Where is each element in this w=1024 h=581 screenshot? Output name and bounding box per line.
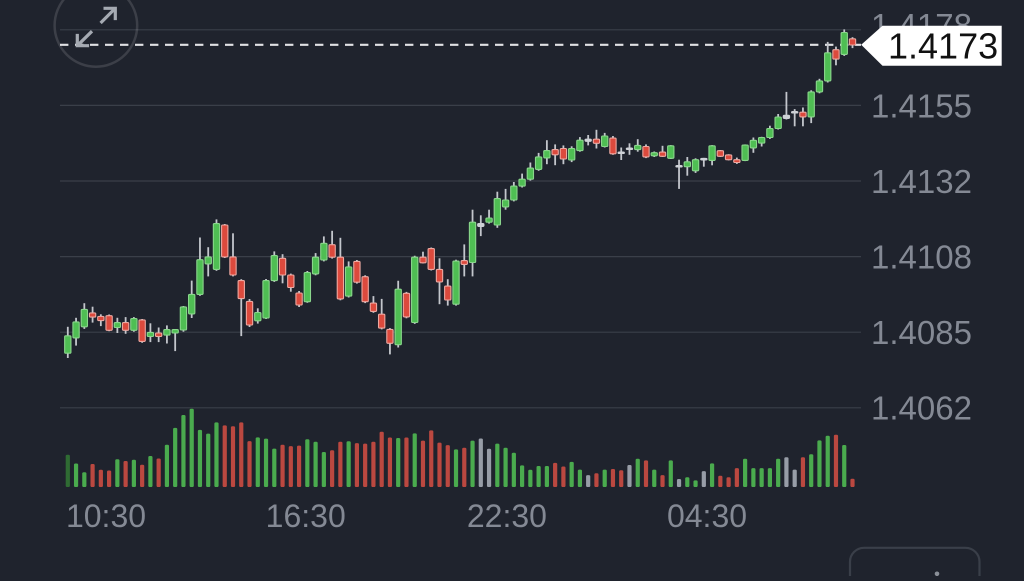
svg-text:1.4173: 1.4173 <box>888 25 998 66</box>
svg-text:22:30: 22:30 <box>467 498 547 534</box>
svg-text:1.4062: 1.4062 <box>871 390 972 427</box>
svg-text:1.4085: 1.4085 <box>871 314 972 351</box>
svg-text:1.4132: 1.4132 <box>871 163 972 200</box>
svg-text:1.4155: 1.4155 <box>871 87 972 124</box>
svg-text:1.4108: 1.4108 <box>871 239 972 276</box>
svg-text:16:30: 16:30 <box>266 498 346 534</box>
svg-text:10:30: 10:30 <box>66 498 146 534</box>
svg-text:04:30: 04:30 <box>667 498 747 534</box>
